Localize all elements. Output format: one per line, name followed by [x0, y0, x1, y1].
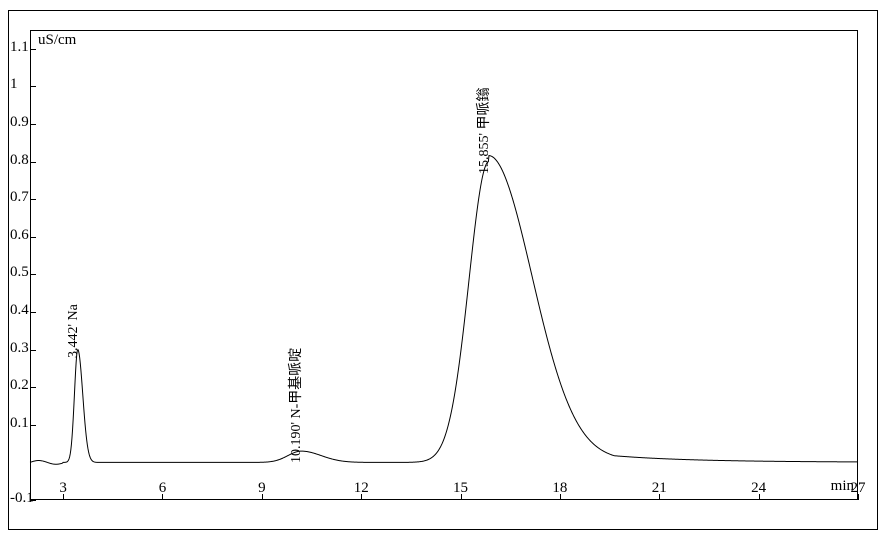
chromatogram-curve — [0, 0, 885, 539]
curve-path — [30, 156, 858, 465]
